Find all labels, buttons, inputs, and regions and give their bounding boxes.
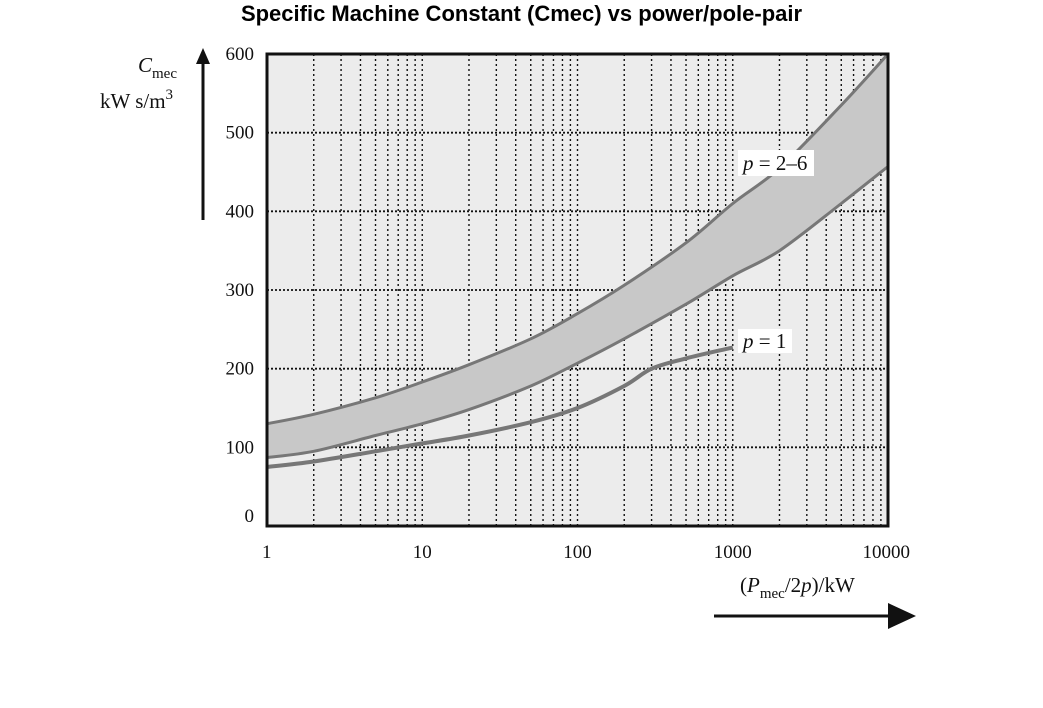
y-tick-label: 100 bbox=[226, 437, 255, 458]
x-tick-label: 1 bbox=[262, 542, 272, 563]
label-p2-6-bg bbox=[738, 150, 814, 176]
y-tick-label: 0 bbox=[245, 506, 255, 527]
label-p1: p = 1 bbox=[741, 329, 786, 353]
curve-p1 bbox=[266, 345, 734, 469]
y-axis-arrow-head bbox=[196, 48, 210, 64]
y-tick-label: 400 bbox=[226, 201, 255, 222]
y-tick-labels: 0 100 200 300 400 500 600 bbox=[226, 44, 255, 527]
y-tick-label: 200 bbox=[226, 359, 255, 380]
x-tick-label: 100 bbox=[563, 542, 592, 563]
x-tick-label: 10000 bbox=[863, 542, 911, 563]
x-axis-arrow-head bbox=[888, 603, 916, 629]
band-lower-curve bbox=[266, 165, 889, 460]
band-p2-6 bbox=[267, 54, 888, 458]
y-tick-label: 600 bbox=[226, 44, 255, 65]
x-tick-labels: 1 10 100 1000 10000 bbox=[262, 542, 910, 563]
y-axis-label-symbol: Cmec bbox=[138, 53, 177, 82]
label-p2-6: p = 2–6 bbox=[741, 151, 807, 175]
label-p1-bg bbox=[738, 329, 792, 353]
plot-frame bbox=[265, 52, 890, 528]
x-tick-label: 10 bbox=[413, 542, 432, 563]
y-axis-label-unit: kW s/m3 bbox=[100, 87, 173, 113]
y-tick-label: 300 bbox=[226, 280, 255, 301]
x-axis-label: (Pmec/2p)/kW bbox=[740, 573, 855, 602]
chart-title: Specific Machine Constant (Cmec) vs powe… bbox=[240, 1, 803, 26]
y-tick-label: 500 bbox=[226, 123, 255, 144]
x-tick-label: 1000 bbox=[714, 542, 752, 563]
